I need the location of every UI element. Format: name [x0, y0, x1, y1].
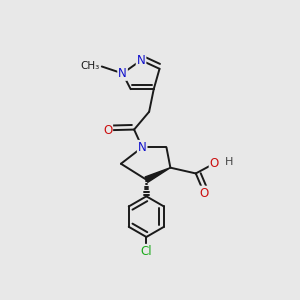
Text: Cl: Cl	[140, 245, 152, 258]
Text: N: N	[138, 141, 147, 154]
Polygon shape	[145, 168, 170, 182]
Text: N: N	[118, 67, 127, 80]
Text: H: H	[225, 158, 233, 167]
Text: N: N	[137, 54, 146, 67]
Text: O: O	[103, 124, 112, 137]
Text: CH₃: CH₃	[80, 61, 100, 71]
Text: O: O	[210, 157, 219, 170]
Text: O: O	[200, 187, 209, 200]
